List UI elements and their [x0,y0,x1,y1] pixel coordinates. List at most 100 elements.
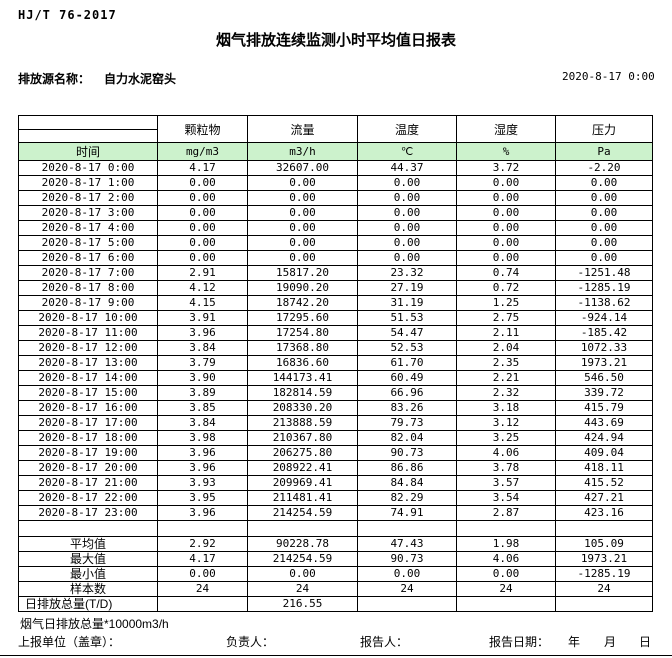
unit-flow: m3/h [247,142,358,161]
row-value: 0.00 [357,220,457,236]
row-value: 0.00 [555,190,653,206]
table-row: 2020-8-17 23:00 3.96 214254.59 74.91 2.87 423… [18,505,653,521]
row-value: 0.00 [555,235,653,251]
row-value: 2.87 [456,505,556,521]
row-value: 0.00 [157,190,248,206]
row-value: 0.00 [247,250,358,266]
row-value: 3.12 [456,415,556,431]
row-time: 2020-8-17 7:00 [18,265,158,281]
row-time: 2020-8-17 11:00 [18,325,158,341]
row-value: 27.19 [357,280,457,296]
row-value: 0.00 [247,566,358,582]
row-value: 3.84 [157,415,248,431]
table-row: 2020-8-17 16:00 3.85 208330.20 83.26 3.18 415… [18,400,653,416]
row-time: 2020-8-17 2:00 [18,190,158,206]
row-value: 0.00 [247,175,358,191]
spacer-cell [157,520,248,537]
row-value: 2.04 [456,340,556,356]
row-time: 2020-8-17 12:00 [18,340,158,356]
table-row: 2020-8-17 9:00 4.15 18742.20 31.19 1.25 -1138… [18,295,653,311]
row-value: 83.26 [357,400,457,416]
row-value: 84.84 [357,475,457,491]
row-value: 2.91 [157,265,248,281]
row-value: 418.11 [555,460,653,476]
source-name-label: 排放源名称： [18,72,91,86]
row-value: 0.00 [555,220,653,236]
row-value: 19090.20 [247,280,358,296]
row-value: 216.55 [247,596,358,612]
row-value [157,596,248,612]
table-row: 2020-8-17 13:00 3.79 16836.60 61.70 2.35 1973… [18,355,653,371]
row-value: 0.00 [456,175,556,191]
row-value [555,596,653,612]
row-value: 3.96 [157,505,248,521]
summary-row: 最小值 0.00 0.00 0.00 0.00 -1285.19 [18,566,653,582]
table-row: 2020-8-17 1:00 0.00 0.00 0.00 0.00 0.00 [18,175,653,191]
row-value: 0.00 [357,235,457,251]
row-value: 3.96 [157,445,248,461]
row-value: 0.00 [157,175,248,191]
summary-row: 最大值 4.17 214254.59 90.73 4.06 1973.21 [18,551,653,567]
row-time: 2020-8-17 1:00 [18,175,158,191]
hourly-average-table: 颗粒物 流量 温度 湿度 压力 时间 mg/m3 m3/h ℃ % Pa 202… [18,115,653,612]
spacer-row [18,520,653,537]
row-value: 1.25 [456,295,556,311]
row-value: 0.00 [157,235,248,251]
row-value: 2.11 [456,325,556,341]
row-time: 2020-8-17 17:00 [18,415,158,431]
row-value: 3.96 [157,325,248,341]
row-value: 2.32 [456,385,556,401]
row-value: 213888.59 [247,415,358,431]
row-value: 0.00 [357,175,457,191]
row-value: 4.15 [157,295,248,311]
row-value: 54.47 [357,325,457,341]
table-row: 2020-8-17 19:00 3.96 206275.80 90.73 4.06 409… [18,445,653,461]
row-value: 3.85 [157,400,248,416]
time-header: 时间 [18,142,158,161]
source-name-value: 自力水泥窑头 [104,72,177,86]
row-time: 2020-8-17 10:00 [18,310,158,326]
report-date-label: 报告日期： [489,635,550,649]
table-row: 2020-8-17 20:00 3.96 208922.41 86.86 3.78 418… [18,460,653,476]
spacer-cell [555,520,653,537]
row-value: 0.00 [456,250,556,266]
row-value: 3.72 [456,160,556,176]
row-value: 4.17 [157,160,248,176]
table-row: 2020-8-17 22:00 3.95 211481.41 82.29 3.54 427… [18,490,653,506]
row-value: 24 [157,581,248,597]
row-value: 3.84 [157,340,248,356]
table-row: 2020-8-17 21:00 3.93 209969.41 84.84 3.57 415… [18,475,653,491]
row-value: 90228.78 [247,536,358,552]
row-value: 82.04 [357,430,457,446]
row-value: -924.14 [555,310,653,326]
spacer-cell [357,520,457,537]
row-value: 208330.20 [247,400,358,416]
row-value: 66.96 [357,385,457,401]
spacer-cell [18,520,158,537]
unit-particulate: mg/m3 [157,142,248,161]
row-value: 3.90 [157,370,248,386]
row-value: 105.09 [555,536,653,552]
row-value: 24 [555,581,653,597]
row-time: 2020-8-17 3:00 [18,205,158,221]
column-header-humidity: 湿度 [456,115,556,143]
row-value: 0.00 [247,235,358,251]
signature-line: 上报单位（盖章）： 负责人： 报告人： 报告日期： 年 月 日 [0,633,672,649]
row-value: 443.69 [555,415,653,431]
row-value: 0.00 [247,205,358,221]
row-value: 409.04 [555,445,653,461]
row-value: 51.53 [357,310,457,326]
row-value: 82.29 [357,490,457,506]
row-value: 3.89 [157,385,248,401]
row-value: 17368.80 [247,340,358,356]
row-value: 211481.41 [247,490,358,506]
row-value: 0.00 [357,205,457,221]
header-split-line [19,129,157,130]
row-value: 4.06 [456,551,556,567]
row-value: 47.43 [357,536,457,552]
row-value: 74.91 [357,505,457,521]
row-value: 1973.21 [555,551,653,567]
row-value: 424.94 [555,430,653,446]
row-time: 2020-8-17 4:00 [18,220,158,236]
table-row: 2020-8-17 8:00 4.12 19090.20 27.19 0.72 -1285… [18,280,653,296]
